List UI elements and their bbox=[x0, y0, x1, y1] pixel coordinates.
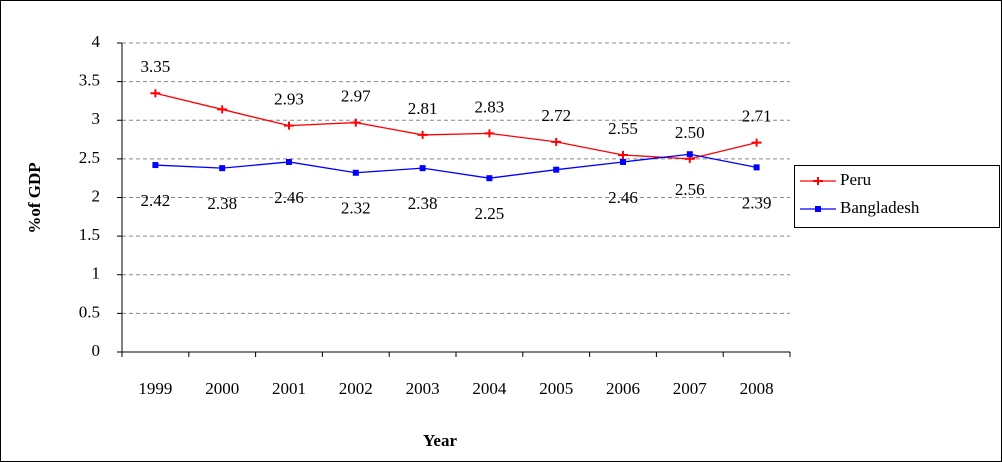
data-point bbox=[484, 129, 495, 138]
data-point bbox=[551, 137, 562, 146]
y-tick-label: 0.5 bbox=[79, 302, 100, 321]
x-tick-label: 2007 bbox=[673, 379, 708, 398]
data-point bbox=[284, 121, 294, 130]
x-axis-title: Year bbox=[423, 431, 457, 450]
x-tick-label: 2006 bbox=[606, 379, 640, 398]
data-label: 2.39 bbox=[742, 193, 772, 212]
data-label: 2.46 bbox=[274, 188, 304, 207]
data-point bbox=[419, 165, 426, 172]
data-label: 2.50 bbox=[675, 123, 705, 142]
data-label: 2.38 bbox=[408, 194, 438, 213]
x-tick-label: 1999 bbox=[138, 379, 172, 398]
legend-marker bbox=[813, 177, 823, 185]
data-label: 2.25 bbox=[475, 204, 505, 223]
data-label: 2.56 bbox=[675, 180, 705, 199]
series-line bbox=[155, 153, 757, 179]
y-tick-label: 1.5 bbox=[79, 225, 100, 244]
y-tick-label: 2.5 bbox=[79, 148, 100, 167]
data-point bbox=[753, 164, 760, 171]
y-axis-title: %of GDP bbox=[25, 162, 44, 233]
data-label: 2.93 bbox=[274, 90, 304, 109]
data-label: 2.83 bbox=[475, 97, 505, 116]
data-point bbox=[350, 118, 361, 127]
data-point bbox=[553, 166, 560, 173]
x-tick-label: 2005 bbox=[539, 379, 573, 398]
y-tick-label: 3 bbox=[92, 109, 101, 128]
data-point bbox=[486, 175, 493, 182]
y-tick-label: 4 bbox=[92, 32, 101, 51]
data-label: 2.55 bbox=[608, 119, 638, 138]
data-point bbox=[686, 151, 693, 158]
data-point bbox=[219, 165, 226, 172]
data-label: 2.46 bbox=[608, 188, 638, 207]
data-label: 2.81 bbox=[408, 99, 438, 118]
x-tick-label: 2003 bbox=[406, 379, 440, 398]
data-label: 2.72 bbox=[541, 106, 571, 125]
data-label: 2.97 bbox=[341, 86, 371, 105]
y-tick-label: 3.5 bbox=[79, 71, 100, 90]
data-point bbox=[751, 138, 762, 147]
data-label: 2.42 bbox=[141, 191, 171, 210]
data-point bbox=[150, 89, 161, 98]
x-tick-label: 2001 bbox=[272, 379, 306, 398]
x-tick-label: 2008 bbox=[740, 379, 774, 398]
data-point bbox=[152, 162, 159, 169]
data-point bbox=[217, 105, 228, 114]
data-point bbox=[620, 158, 626, 165]
x-tick-label: 2004 bbox=[472, 379, 507, 398]
legend-label: Peru bbox=[840, 170, 872, 189]
series-line bbox=[155, 92, 757, 160]
data-point bbox=[618, 151, 628, 160]
legend-marker bbox=[815, 206, 821, 212]
y-tick-label: 0 bbox=[92, 341, 101, 360]
data-label: 2.38 bbox=[207, 194, 237, 213]
data-label: 2.71 bbox=[742, 107, 772, 126]
x-tick-label: 2000 bbox=[205, 379, 239, 398]
y-tick-label: 1 bbox=[92, 264, 101, 283]
x-tick-label: 2002 bbox=[339, 379, 373, 398]
data-label: 3.35 bbox=[141, 57, 171, 76]
y-tick-label: 2 bbox=[92, 186, 101, 205]
legend-label: Bangladesh bbox=[840, 198, 920, 217]
data-label: 2.32 bbox=[341, 199, 371, 218]
data-point bbox=[352, 169, 359, 176]
legend bbox=[794, 165, 1000, 228]
data-point bbox=[417, 130, 428, 139]
data-point bbox=[286, 158, 292, 165]
